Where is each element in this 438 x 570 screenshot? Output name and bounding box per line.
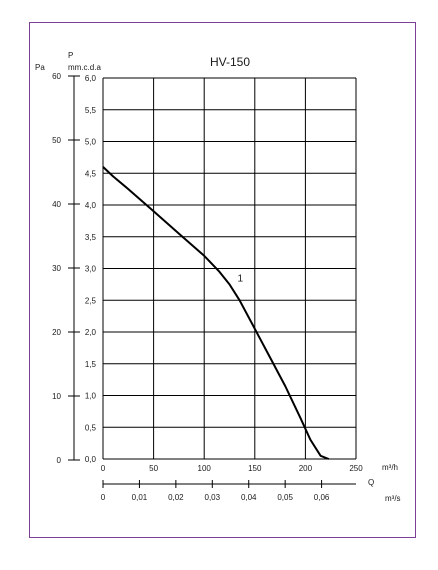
x2-tick-label: 0,05 (277, 493, 293, 502)
p-tick-label: 6,0 (85, 74, 97, 83)
x-tick-label: 100 (198, 464, 212, 473)
pa-tick-label: 0 (57, 456, 62, 465)
p-tick-label: 4,5 (85, 169, 97, 178)
figure-frame (29, 22, 416, 538)
curve-label: 1 (238, 273, 244, 284)
pa-tick-label: 10 (52, 392, 61, 401)
fan-curve-line (102, 166, 330, 460)
q-label: Q (368, 478, 374, 487)
p-tick-label: 0,5 (85, 423, 97, 432)
pa-tick-label: 50 (52, 136, 61, 145)
pa-tick-label: 40 (52, 200, 61, 209)
x-tick-label: 200 (299, 464, 313, 473)
pa-tick-label: 20 (52, 328, 61, 337)
pa-tick-label: 60 (52, 72, 61, 81)
x-tick-label: 150 (248, 464, 262, 473)
x2-tick-label: 0 (101, 493, 106, 502)
x2-tick-label: 0,01 (132, 493, 148, 502)
p-tick-label: 3,5 (85, 233, 97, 242)
x2-tick-label: 0,04 (241, 493, 257, 502)
p-tick-label: 1,5 (85, 360, 97, 369)
x2-tick-label: 0,06 (314, 493, 330, 502)
pa-tick-label: 30 (52, 264, 61, 273)
x-tick-label: 50 (149, 464, 158, 473)
chart-title: HV-150 (210, 55, 250, 69)
p-tick-label: 4,0 (85, 201, 97, 210)
x-tick-label: 250 (349, 464, 363, 473)
x-tick-label: 0 (101, 464, 106, 473)
right-axis-label: P (68, 51, 73, 60)
p-tick-label: 2,5 (85, 296, 97, 305)
right-axis-sublabel: mm.c.d.a (68, 63, 101, 72)
p-tick-label: 5,5 (85, 106, 97, 115)
x2-tick-label: 0,02 (168, 493, 184, 502)
p-tick-label: 0,0 (85, 455, 97, 464)
left-axis-label: Pa (35, 63, 45, 72)
p-tick-label: 1,0 (85, 392, 97, 401)
p-tick-label: 2,0 (85, 328, 97, 337)
x-axis-unit: m³/h (382, 463, 398, 472)
x2-tick-label: 0,03 (205, 493, 221, 502)
x2-axis-unit: m³/s (385, 494, 401, 503)
p-tick-label: 3,0 (85, 265, 97, 274)
p-tick-label: 5,0 (85, 138, 97, 147)
